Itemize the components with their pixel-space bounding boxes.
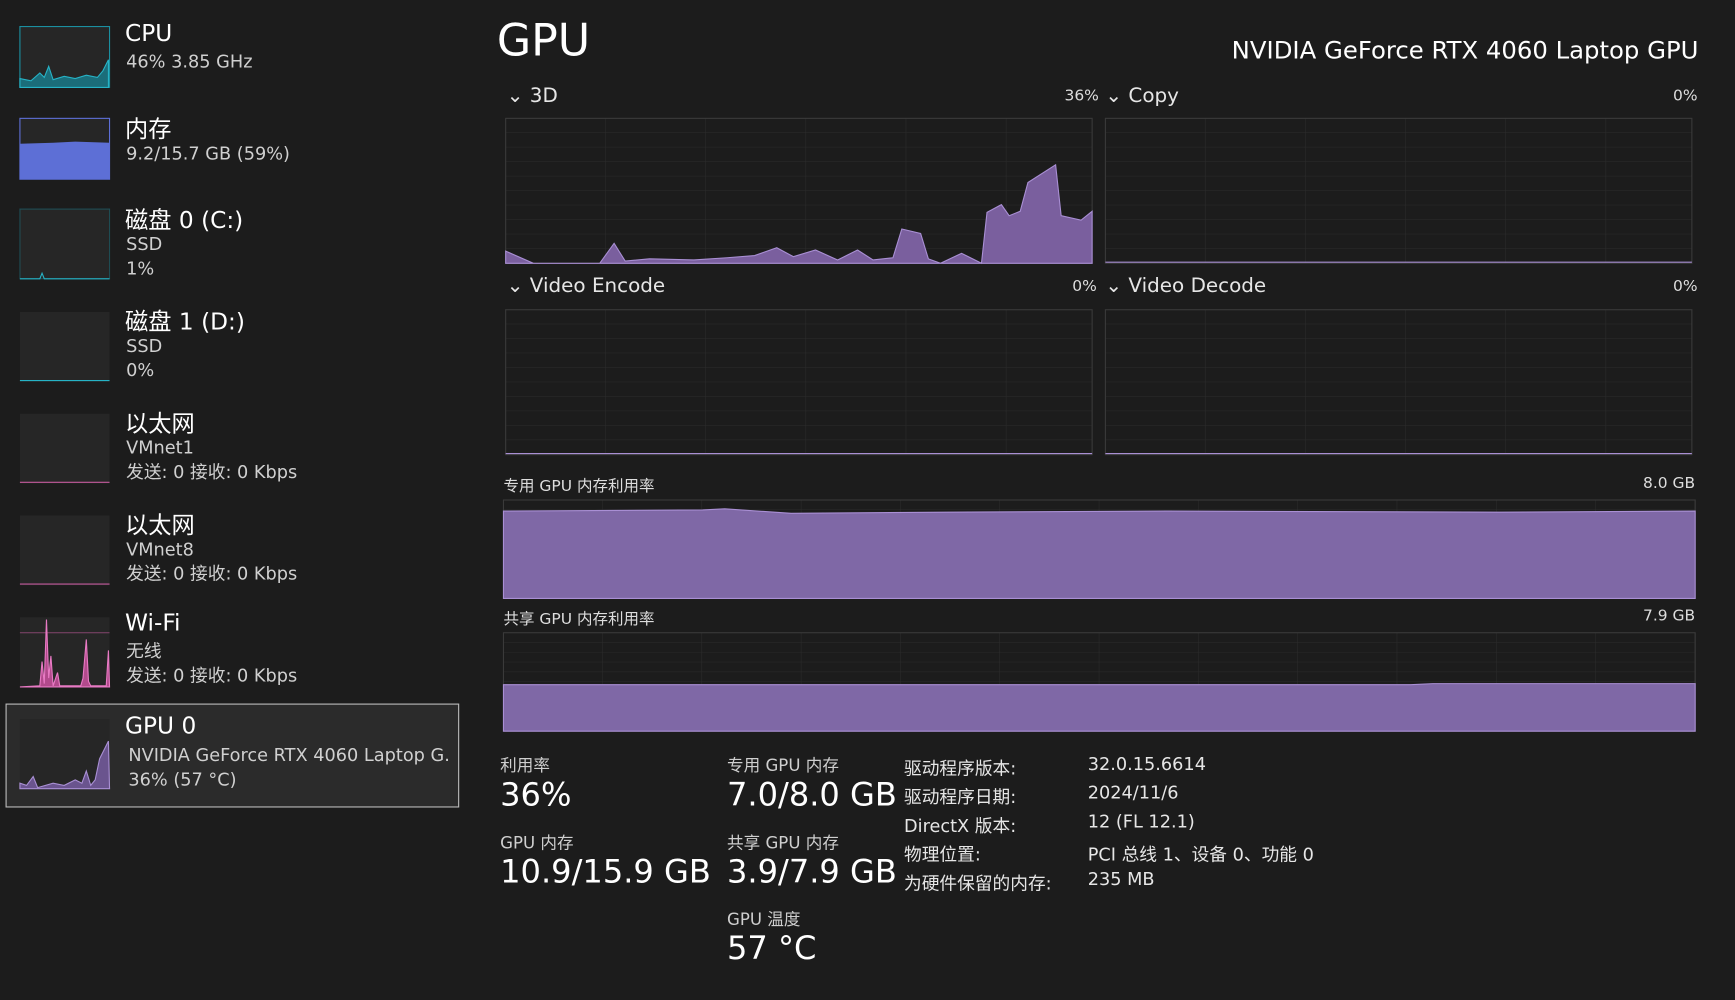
graph-value: 8.0 GB (1642, 474, 1696, 493)
graph-label: 共享 GPU 内存利用率 (503, 610, 655, 629)
detail-value: 12 (FL 12.1) (1087, 810, 1195, 832)
detail-label: 驱动程序日期: (904, 786, 1017, 808)
disk0-thumb (19, 208, 111, 280)
graph-label[interactable]: ⌄ 3D (506, 84, 558, 108)
item-title[interactable]: GPU 0 (125, 712, 197, 739)
graph-label[interactable]: ⌄ Video Decode (1105, 274, 1267, 298)
item-detail: NVIDIA GeForce RTX 4060 Laptop G... (128, 744, 452, 766)
detail-label: 驱动程序版本: (904, 757, 1017, 779)
graph-copy (1104, 117, 1693, 264)
graph-label-text: Copy (1128, 84, 1179, 108)
page-title: GPU (496, 15, 591, 67)
stat-value: 10.9/15.9 GB (500, 852, 711, 891)
detail-value: 235 MB (1087, 868, 1155, 890)
item-detail: 发送: 0 接收: 0 Kbps (126, 461, 298, 483)
graph-decode (1104, 309, 1693, 456)
graph-value: 0% (1673, 87, 1698, 106)
graph-label-text: Video Encode (529, 274, 666, 298)
item-title[interactable]: Wi-Fi (125, 609, 181, 637)
item-title[interactable]: 以太网 (125, 410, 195, 437)
item-detail: 1% (126, 257, 155, 279)
detail-value: 32.0.15.6614 (1087, 753, 1206, 775)
graph-value: 36% (1064, 87, 1099, 106)
item-title[interactable]: 以太网 (125, 512, 195, 539)
graph-label-text: Video Decode (1128, 274, 1267, 298)
item-detail: 发送: 0 接收: 0 Kbps (126, 664, 298, 686)
item-title[interactable]: 磁盘 0 (C:) (125, 206, 244, 234)
item-title[interactable]: CPU (125, 19, 173, 47)
item-detail: SSD (126, 233, 163, 255)
gpu-thumb (19, 719, 111, 790)
eth1-thumb (19, 413, 110, 484)
stat-label: GPU 内存 (500, 832, 574, 853)
detail-label: 为硬件保留的内存: (904, 872, 1052, 894)
graph-dedicated-memory (502, 499, 1696, 600)
item-detail: VMnet1 (126, 436, 194, 458)
item-detail: 发送: 0 接收: 0 Kbps (126, 563, 298, 585)
graph-3d (505, 117, 1093, 265)
item-detail: 46% 3.85 GHz (126, 50, 253, 72)
memory-thumb (19, 117, 111, 180)
graph-encode (505, 309, 1093, 456)
stat-label: 专用 GPU 内存 (726, 755, 839, 776)
item-detail: 0% (126, 359, 155, 381)
disk1-thumb (19, 311, 110, 382)
graph-value: 0% (1072, 277, 1097, 296)
device-name: NVIDIA GeForce RTX 4060 Laptop GPU (1231, 37, 1699, 66)
item-title[interactable]: 内存 (125, 116, 172, 143)
stat-value: 7.0/8.0 GB (726, 775, 897, 814)
stat-label: 利用率 (500, 755, 550, 776)
graph-value: 7.9 GB (1642, 607, 1696, 625)
cpu-thumb (19, 25, 111, 88)
item-title[interactable]: 磁盘 1 (D:) (125, 308, 245, 336)
detail-label: 物理位置: (904, 844, 981, 866)
item-detail: VMnet8 (126, 538, 194, 560)
stat-label: 共享 GPU 内存 (726, 832, 839, 853)
stat-value: 36% (500, 775, 572, 814)
graph-label: 专用 GPU 内存利用率 (503, 477, 655, 496)
detail-value: 2024/11/6 (1087, 782, 1179, 804)
detail-value: PCI 总线 1、设备 0、功能 0 (1087, 844, 1314, 866)
item-detail: 无线 (126, 640, 162, 662)
wifi-thumb (19, 617, 111, 688)
item-detail: 9.2/15.7 GB (59%) (126, 142, 290, 164)
stat-label: GPU 温度 (726, 909, 801, 930)
stat-value: 57 °C (726, 929, 817, 967)
graph-label-text: 3D (529, 84, 558, 108)
graph-label[interactable]: ⌄ Video Encode (506, 274, 666, 298)
detail-label: DirectX 版本: (904, 815, 1017, 837)
item-detail: 36% (57 °C) (128, 768, 237, 790)
graph-label[interactable]: ⌄ Copy (1105, 84, 1179, 108)
item-detail: SSD (126, 335, 163, 357)
eth8-thumb (19, 515, 110, 586)
graph-value: 0% (1673, 277, 1698, 296)
stat-value: 3.9/7.9 GB (726, 852, 897, 891)
graph-shared-memory (502, 632, 1696, 732)
